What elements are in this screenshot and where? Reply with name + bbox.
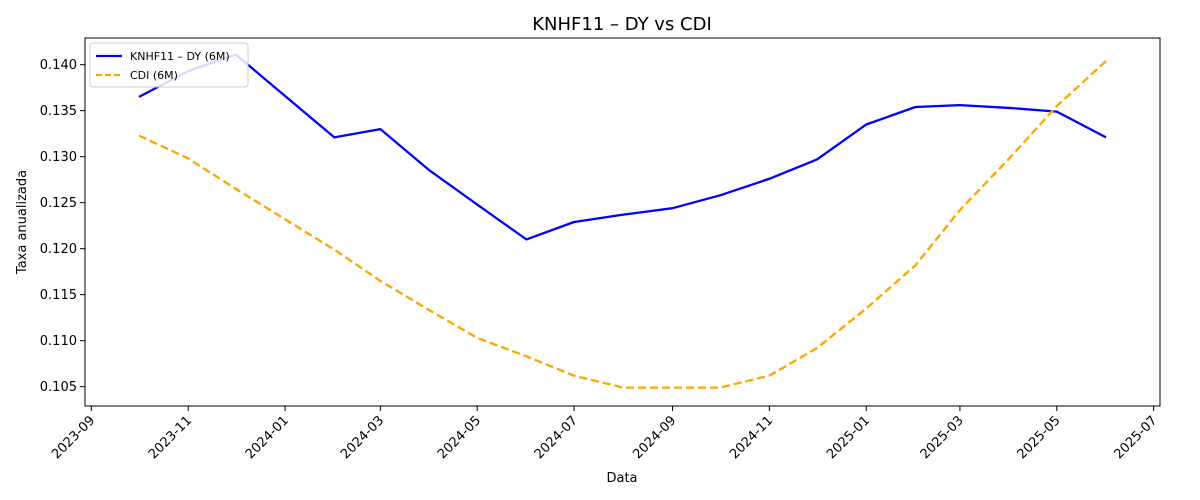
y-tick-label: 0.135 [40, 104, 77, 119]
y-tick-label: 0.110 [40, 334, 77, 349]
x-tick-label: 2024-05 [435, 413, 484, 462]
series-layer [138, 53, 1107, 389]
x-tick-label: 2023-11 [146, 413, 195, 462]
x-tick-label: 2024-03 [338, 413, 387, 462]
x-tick-label: 2025-05 [1015, 413, 1064, 462]
x-tick-label: 2024-11 [727, 413, 776, 462]
plot-area-frame [84, 37, 1161, 407]
x-tick-label: 2024-09 [630, 413, 679, 462]
x-tick-label: 2025-07 [1111, 413, 1160, 462]
series-line-cdi [138, 60, 1107, 389]
chart-title: KNHF11 – DY vs CDI [532, 14, 712, 35]
legend-label: CDI (6M) [130, 69, 178, 82]
x-axis: 2023-09 2023-11 2024-01 2024-03 2024-05 2024-… [49, 406, 1160, 462]
y-tick-label: 0.105 [40, 380, 77, 395]
legend: KNHF11 – DY (6M) CDI (6M) [89, 42, 249, 88]
x-tick-label: 2024-01 [243, 413, 292, 462]
y-tick-label: 0.130 [40, 150, 77, 165]
y-axis-label: Taxa anualizada [15, 170, 30, 275]
x-tick-label: 2023-09 [49, 413, 98, 462]
y-tick-label: 0.120 [40, 242, 77, 257]
legend-box [89, 42, 249, 88]
x-tick-label: 2024-07 [532, 413, 581, 462]
y-tick-label: 0.115 [40, 288, 77, 303]
series-line-dy [138, 53, 1107, 241]
y-tick-label: 0.125 [40, 196, 77, 211]
x-axis-label: Data [606, 471, 637, 486]
legend-label: KNHF11 – DY (6M) [130, 50, 230, 63]
y-axis: 0.105 0.110 0.115 0.120 0.125 0.130 0.135 0.140 [40, 58, 85, 395]
x-tick-label: 2025-03 [918, 413, 967, 462]
y-tick-label: 0.140 [40, 58, 77, 73]
x-tick-label: 2025-01 [824, 413, 873, 462]
